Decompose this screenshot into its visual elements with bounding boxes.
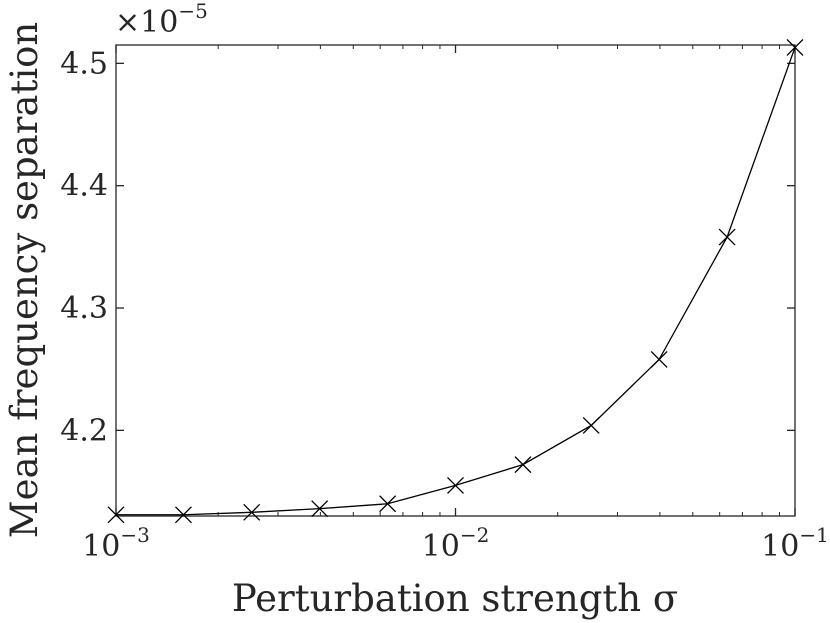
y-tick-label: 4.2 (60, 413, 108, 448)
data-point-marker (718, 228, 736, 246)
marker-stroke (718, 228, 736, 246)
data-point-marker (447, 476, 464, 494)
marker-stroke (107, 506, 125, 524)
marker-stroke (447, 476, 464, 494)
data-series (107, 38, 804, 524)
x-tick-label: 10−3 (82, 523, 150, 564)
marker-stroke (243, 503, 261, 521)
marker-stroke (379, 495, 397, 513)
marker-stroke (174, 506, 192, 524)
data-point-marker (514, 456, 532, 474)
data-point-marker (107, 506, 125, 524)
x-tick-label: 10−2 (422, 523, 490, 564)
axis-ticks: 4.2 4.3 4.4 4.5 10−3 10−2 10−1 (60, 45, 829, 564)
data-point-marker (786, 38, 804, 56)
y-tick-label: 4.3 (60, 291, 108, 326)
y-axis-multiplier: ×10−5 (115, 0, 208, 40)
x-axis-label: Perturbation strength σ (232, 577, 678, 620)
y-axis-label: Mean frequency separation (3, 22, 46, 539)
data-point-marker (243, 503, 261, 521)
data-point-marker (174, 506, 192, 524)
data-point-marker (379, 495, 397, 513)
x-tick-label: 10−1 (761, 523, 829, 564)
y-tick-label: 4.5 (60, 46, 108, 81)
marker-stroke (311, 500, 329, 518)
marker-stroke (786, 38, 804, 56)
marker-stroke (582, 417, 600, 434)
data-point-marker (582, 417, 600, 434)
marker-stroke (514, 456, 532, 474)
data-point-marker (650, 350, 668, 368)
marker-stroke (650, 350, 668, 368)
y-tick-label: 4.4 (60, 169, 108, 204)
data-point-marker (311, 500, 329, 518)
